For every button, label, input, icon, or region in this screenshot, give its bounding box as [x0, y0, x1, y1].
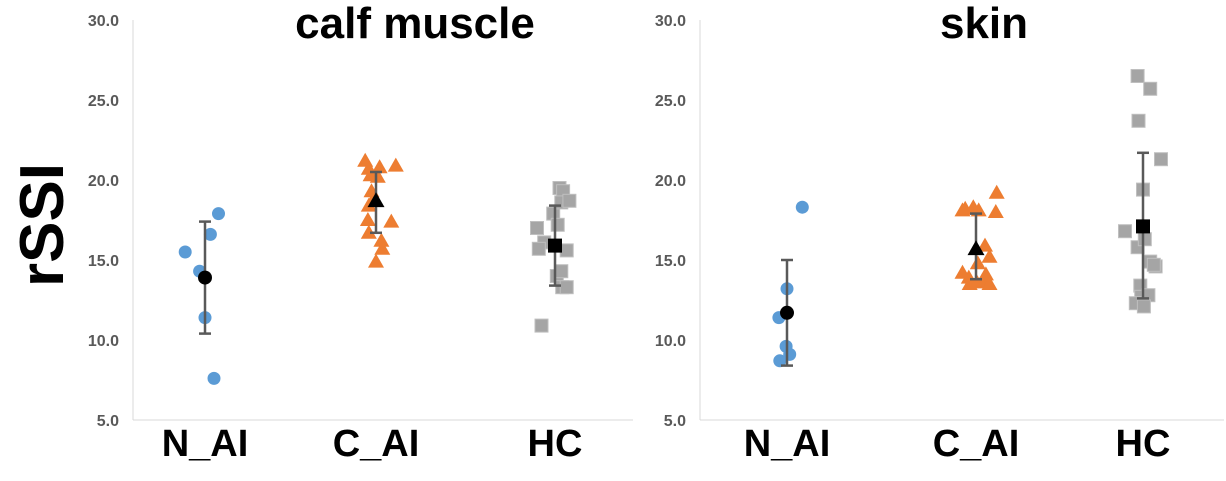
data-point-hc — [530, 221, 544, 235]
x-category-label: HC — [1116, 423, 1171, 465]
panel-skin: skin 5.0 10.0 15.0 20.0 25.0 30.0 N_AI C_AI HC — [655, 0, 1224, 465]
data-point-hc — [1136, 299, 1151, 314]
mean-marker-n_ai — [780, 305, 794, 320]
y-tick-label: 25.0 — [88, 93, 119, 110]
data-point-hc — [559, 280, 574, 295]
y-tick-label: 10.0 — [88, 333, 119, 350]
y-tick-label: 5.0 — [97, 413, 119, 430]
y-tick-label: 15.0 — [88, 253, 119, 270]
data-point-c_ai — [359, 212, 376, 226]
panel-title: calf muscle — [295, 0, 535, 48]
data-point-n_ai — [207, 371, 221, 385]
mean-marker-n_ai — [198, 270, 212, 285]
data-point-hc — [554, 264, 569, 279]
data-point-n_ai — [178, 245, 192, 259]
data-point-c_ai — [374, 240, 391, 255]
panel-calf-muscle: calf muscle 5.0 10.0 15.0 20.0 25.0 30.0 N_AI C… — [88, 0, 633, 465]
data-point-hc — [550, 217, 565, 232]
data-point-c_ai — [360, 224, 377, 239]
data-point-hc — [531, 241, 546, 256]
data-point-c_ai — [369, 168, 386, 183]
data-point-n_ai — [203, 227, 217, 241]
y-axis-label: rSSI — [8, 163, 77, 287]
data-point-hc — [559, 243, 574, 258]
data-point-hc — [1146, 257, 1161, 272]
y-tick-label: 10.0 — [655, 333, 686, 350]
data-point-c_ai — [387, 157, 404, 172]
data-point-hc — [1143, 81, 1158, 96]
y-tick-label: 25.0 — [655, 93, 686, 110]
y-tick-label: 20.0 — [655, 173, 686, 190]
x-category-label: C_AI — [333, 423, 420, 465]
data-point-hc — [1154, 152, 1168, 167]
mean-marker-hc — [1136, 219, 1150, 234]
x-category-label: C_AI — [933, 423, 1020, 465]
x-category-label: N_AI — [744, 423, 831, 465]
data-point-c_ai — [360, 197, 377, 212]
data-point-c_ai — [981, 248, 998, 263]
data-point-c_ai — [371, 159, 388, 174]
data-point-n_ai — [795, 200, 809, 214]
data-point-hc — [1130, 69, 1145, 83]
data-point-hc — [562, 193, 577, 208]
mean-marker-hc — [548, 238, 562, 253]
data-point-c_ai — [981, 276, 998, 290]
data-point-c_ai — [987, 204, 1004, 218]
data-point-n_ai — [212, 207, 225, 221]
data-point-c_ai — [977, 237, 993, 252]
y-tick-label: 20.0 — [88, 173, 119, 190]
data-point-c_ai — [969, 255, 986, 270]
y-tick-label: 5.0 — [664, 413, 686, 430]
mean-marker-c_ai — [967, 240, 985, 256]
data-point-hc — [534, 318, 549, 333]
data-point-c_ai — [988, 184, 1005, 199]
data-point-hc — [1118, 224, 1132, 239]
data-point-c_ai — [383, 213, 400, 228]
x-category-label: N_AI — [162, 423, 249, 465]
panel-title: skin — [940, 0, 1028, 48]
data-point-c_ai — [373, 232, 390, 247]
data-point-n_ai — [773, 354, 787, 368]
data-point-hc — [1137, 232, 1152, 247]
y-tick-label: 30.0 — [88, 13, 119, 30]
x-category-label: HC — [528, 423, 583, 465]
y-tick-label: 30.0 — [655, 13, 686, 30]
data-point-hc — [1131, 113, 1146, 128]
mean-marker-c_ai — [367, 192, 385, 208]
data-point-c_ai — [368, 253, 384, 268]
y-tick-label: 15.0 — [655, 253, 686, 270]
